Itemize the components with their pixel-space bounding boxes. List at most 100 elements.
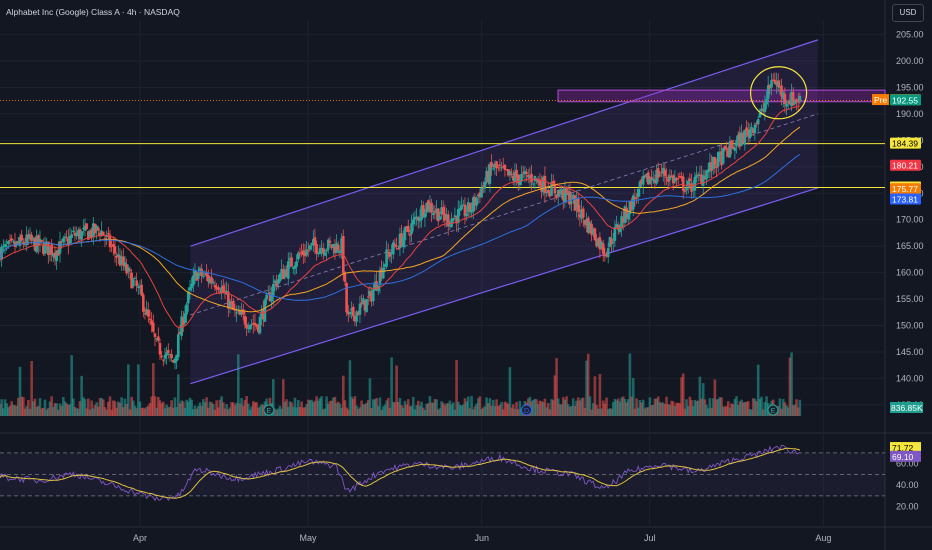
candle-body	[98, 232, 102, 237]
time-axis[interactable]: Apr May Jun Jul Aug	[133, 533, 831, 543]
candle-body	[733, 147, 737, 151]
candle	[441, 200, 445, 223]
candle	[158, 338, 162, 361]
candle-body	[115, 255, 118, 258]
volume-bar	[398, 397, 402, 416]
volume-bar	[655, 398, 658, 416]
volume-bar	[506, 403, 510, 416]
volume-bar	[118, 402, 122, 416]
candle	[386, 243, 390, 259]
volume-bar	[651, 404, 655, 416]
candle-body	[325, 249, 328, 252]
volume-bar	[593, 376, 597, 416]
candle	[456, 200, 460, 233]
candle	[706, 162, 710, 179]
candle-body	[508, 171, 512, 176]
candle	[371, 283, 375, 306]
candle-body	[778, 86, 782, 88]
candle-body	[303, 252, 307, 257]
tag-prefix-box	[872, 94, 889, 106]
candle-body	[230, 302, 233, 304]
price-tag: 192.55	[890, 94, 921, 106]
candle-body	[391, 242, 395, 255]
volume-bar	[102, 399, 105, 416]
candle-body	[513, 172, 517, 183]
candle	[591, 226, 595, 237]
candle	[37, 233, 40, 255]
candle-body	[133, 277, 137, 279]
candle-body	[470, 209, 473, 213]
candle-body	[365, 298, 368, 313]
volume-tag: 836.85K	[890, 402, 923, 413]
candle-body	[763, 103, 767, 113]
rsi-pane[interactable]	[0, 444, 885, 502]
candle	[606, 242, 610, 264]
volume-bar	[165, 404, 168, 416]
candle	[50, 238, 53, 262]
candle	[618, 223, 622, 234]
candle-body	[213, 284, 217, 288]
candle-body	[570, 201, 573, 204]
candle-body	[345, 283, 348, 313]
candle	[415, 208, 418, 226]
volume-bar	[638, 400, 642, 416]
volume-bar	[360, 400, 363, 416]
candle-body	[481, 185, 485, 187]
candle-body	[791, 92, 795, 105]
candle	[400, 224, 403, 248]
candle	[750, 122, 753, 137]
rsi-tick-label: 20.00	[896, 502, 919, 512]
price-axis[interactable]: 135.00140.00145.00150.00155.00160.00165.…	[872, 30, 924, 512]
candle	[771, 73, 775, 82]
candle-body	[40, 240, 43, 242]
candle-body	[701, 175, 705, 186]
candle	[107, 226, 110, 240]
candle-body	[531, 183, 535, 185]
tag-value: 71.72	[892, 443, 914, 453]
candle	[413, 210, 417, 227]
volume-bar	[410, 405, 413, 416]
candle	[768, 84, 772, 95]
volume-bar	[558, 404, 562, 416]
candle	[731, 139, 735, 150]
volume-bar	[436, 409, 440, 416]
candle-body	[798, 95, 802, 101]
volume-bar	[38, 398, 42, 416]
volume-bar	[338, 403, 342, 416]
volume-bar	[533, 398, 537, 416]
candle-body	[686, 180, 690, 187]
candle-body	[748, 129, 752, 139]
volume-bar	[183, 407, 187, 416]
candle-body	[220, 287, 223, 293]
candle-body	[73, 232, 77, 237]
candle-body	[57, 249, 60, 256]
candle-body	[630, 200, 633, 211]
volume-bar	[370, 407, 373, 416]
volume-bar	[760, 396, 763, 416]
currency-button[interactable]: USD	[892, 4, 924, 22]
candle	[203, 270, 207, 277]
tag-box	[890, 193, 921, 205]
candle-body	[370, 291, 373, 302]
candle	[495, 160, 498, 176]
candle-body	[80, 231, 83, 240]
candle-body	[636, 188, 640, 198]
candle-body	[716, 152, 720, 167]
volume-bar	[583, 407, 587, 416]
candle-body	[771, 79, 775, 81]
candle	[493, 160, 497, 176]
volume-bar	[395, 365, 398, 416]
candle-body	[743, 129, 747, 145]
candle	[335, 234, 338, 254]
volume-bar	[215, 400, 218, 416]
tag-box	[890, 183, 921, 195]
candle	[656, 162, 660, 182]
volume-bar	[591, 403, 595, 416]
volume-bar	[122, 407, 125, 416]
volume-bar	[358, 407, 362, 416]
candle	[255, 323, 258, 330]
candle-body	[113, 246, 117, 254]
volume-bar	[128, 409, 132, 416]
